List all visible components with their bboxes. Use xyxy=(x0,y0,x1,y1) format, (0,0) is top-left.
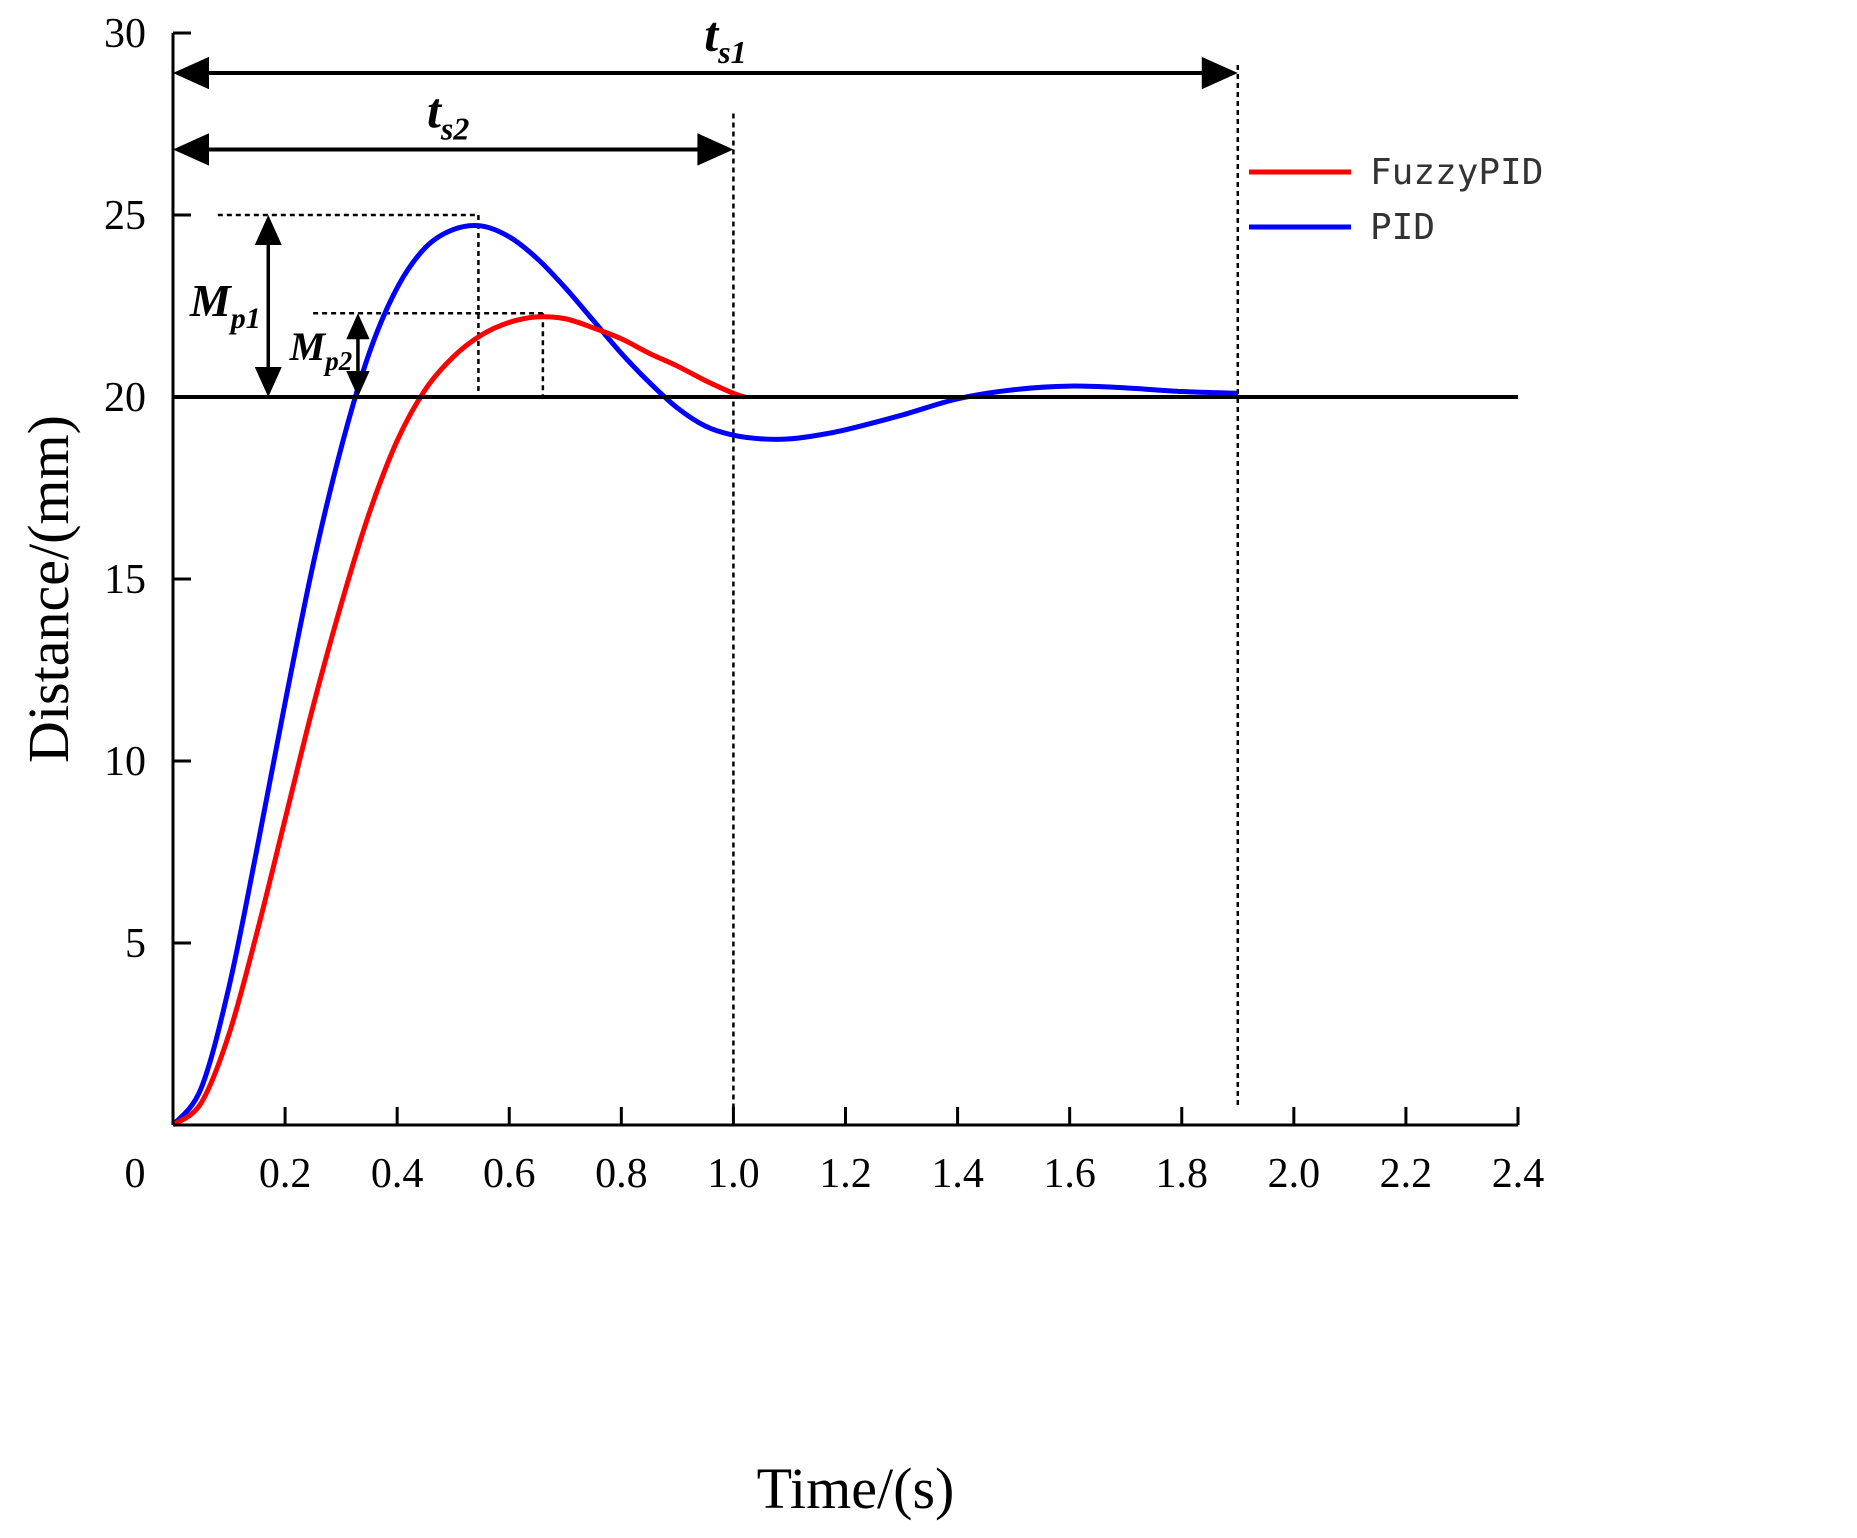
annotation-arrows xyxy=(173,56,1238,397)
x-tick-label: 1.4 xyxy=(931,1151,984,1197)
y-tick-label: 15 xyxy=(104,557,146,603)
x-tick-label: 1.6 xyxy=(1043,1151,1096,1197)
x-tick-label: 2.4 xyxy=(1492,1151,1545,1197)
x-tick-label: 0.4 xyxy=(371,1151,424,1197)
x-ticks: 0.2 0.4 0.6 0.8 1.0 1.2 1.4 1.6 1.8 2.0 2.2 2.4 xyxy=(259,1107,1544,1197)
legend-label-fuzzypid: FuzzyPID xyxy=(1370,152,1543,193)
y-tick-label: 25 xyxy=(104,193,146,239)
x-axis-title: Time/(s) xyxy=(757,1456,955,1521)
arrowhead xyxy=(254,367,282,397)
arrowhead xyxy=(1201,56,1238,90)
ts2-sub: s2 xyxy=(440,110,469,146)
y-tick-label: 30 xyxy=(104,11,146,57)
ts1-base: t xyxy=(704,6,720,62)
mp2-base: M xyxy=(289,324,327,369)
series-line-fuzzypid xyxy=(171,314,746,1128)
ts1-label: ts1 xyxy=(704,6,746,70)
ts2-label: ts2 xyxy=(427,82,469,146)
mp2-sub: p2 xyxy=(323,346,352,376)
x-tick-label: 2.0 xyxy=(1268,1151,1321,1197)
y-axis-title: Distance/(mm) xyxy=(16,415,81,763)
mp1-base: M xyxy=(189,275,233,326)
origin-label: 0 xyxy=(125,1151,146,1197)
arrowhead xyxy=(346,371,370,397)
x-tick-label: 1.8 xyxy=(1156,1151,1209,1197)
legend: FuzzyPID PID xyxy=(1249,152,1543,248)
arrowhead xyxy=(346,313,370,340)
x-tick-label: 1.2 xyxy=(819,1151,872,1197)
ts1-sub: s1 xyxy=(717,34,746,70)
mp1-sub: p1 xyxy=(228,302,261,335)
mp1-label: Mp1 xyxy=(189,275,261,335)
y-tick-label: 10 xyxy=(104,739,146,785)
arrowhead xyxy=(173,56,209,90)
annotation-guides xyxy=(217,65,1240,1107)
x-tick-label: 0.8 xyxy=(595,1151,648,1197)
mp2-label: Mp2 xyxy=(289,324,353,376)
legend-label-pid: PID xyxy=(1370,207,1435,248)
x-tick-label: 1.0 xyxy=(707,1151,760,1197)
y-tick-label: 5 xyxy=(125,921,146,967)
x-tick-label: 0.2 xyxy=(259,1151,312,1197)
x-tick-label: 2.2 xyxy=(1380,1151,1433,1197)
series-lines xyxy=(171,222,1238,1128)
arrowhead xyxy=(697,133,734,166)
ts2-base: t xyxy=(427,82,443,138)
y-tick-label: 20 xyxy=(104,375,146,421)
x-tick-label: 0.6 xyxy=(483,1151,536,1197)
series-line-pid xyxy=(171,222,1238,1127)
arrowhead xyxy=(254,215,282,245)
axes xyxy=(171,33,1518,1127)
arrowhead xyxy=(173,133,209,166)
y-ticks: 5 10 15 20 25 30 xyxy=(104,11,191,967)
